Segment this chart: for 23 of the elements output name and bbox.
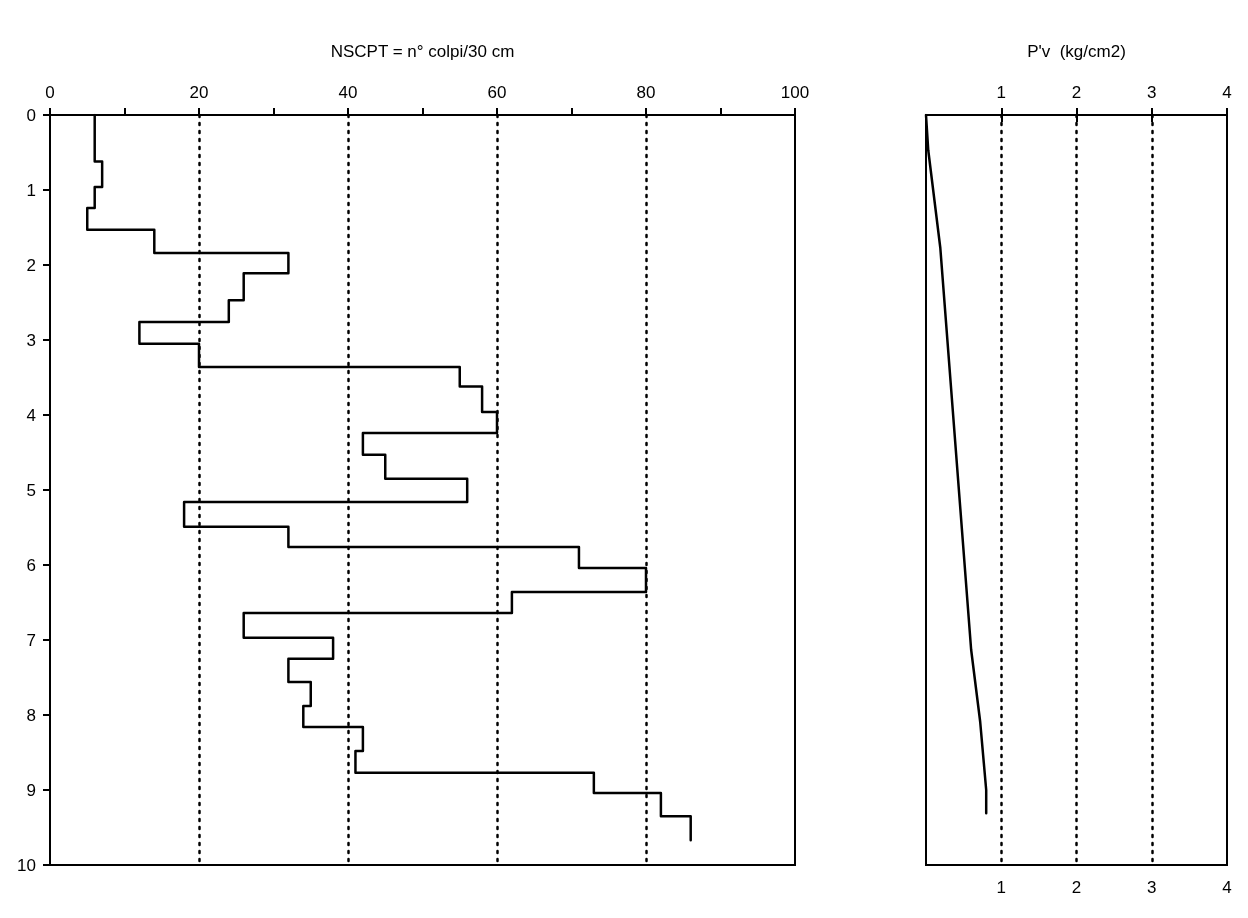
x-tick-label: 40 xyxy=(338,83,358,102)
x-tick-label: 1 xyxy=(996,878,1006,897)
y-tick-label: 9 xyxy=(26,780,36,800)
x-axis-title: NSCPT = n° colpi/30 cm xyxy=(330,42,515,61)
y-tick-label: 0 xyxy=(26,105,36,125)
x-tick-label: 4 xyxy=(1222,878,1232,897)
y-tick-label: 7 xyxy=(26,630,36,650)
x-tick-label: 0 xyxy=(45,83,55,102)
y-tick-label: 6 xyxy=(26,555,36,575)
y-tick-label: 5 xyxy=(26,480,36,500)
x2-axis-title: P'v (kg/cm2) xyxy=(1027,42,1126,61)
x-tick-label: 20 xyxy=(189,83,209,102)
y-tick-label: 4 xyxy=(26,405,36,425)
x-tick-label: 2 xyxy=(1071,878,1082,897)
y-tick-label: 3 xyxy=(26,330,36,350)
y-tick-label: 2 xyxy=(26,255,36,275)
x-tick-label: 80 xyxy=(636,83,656,102)
x-tick-label: 100 xyxy=(780,83,810,102)
y-tick-label: 10 xyxy=(17,855,36,875)
y-tick-label: 8 xyxy=(26,705,36,725)
x-tick-label: 3 xyxy=(1147,878,1157,897)
x-tick-label: 60 xyxy=(487,83,507,102)
y-tick-label: 1 xyxy=(26,180,36,200)
